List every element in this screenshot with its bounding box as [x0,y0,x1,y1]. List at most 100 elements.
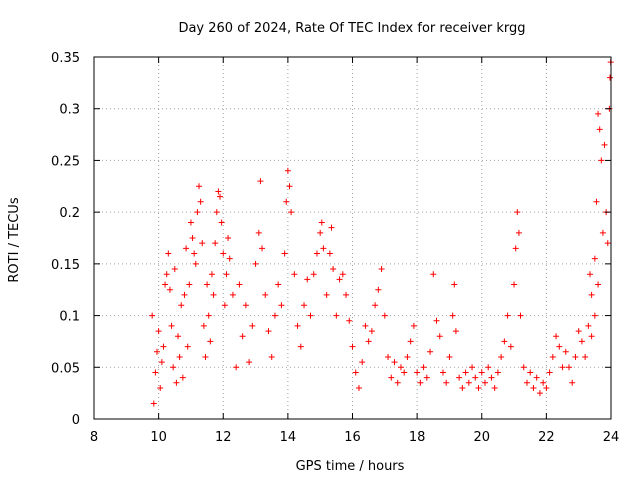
data-point [368,328,375,335]
data-point [189,235,196,241]
data-point [491,384,498,391]
data-point [333,312,340,319]
data-point [459,384,466,391]
y-tick-label: 0.15 [51,258,80,273]
data-point [181,291,188,298]
data-point [239,333,246,340]
data-point [246,359,253,366]
data-point [152,369,159,376]
data-point [410,322,417,329]
data-point [194,209,201,216]
data-point [433,317,440,324]
data-point [439,369,446,376]
data-point [171,266,178,273]
data-point [514,209,521,216]
data-point [165,250,172,257]
data-point [427,348,434,355]
data-point [349,343,356,350]
data-point [179,374,186,381]
data-point [472,374,479,381]
data-point [501,338,508,345]
data-point [588,291,595,298]
data-point [397,364,404,371]
data-point [176,353,183,360]
data-point [575,328,582,335]
grid-lines [94,57,611,419]
data-point [343,291,350,298]
data-point [336,276,343,283]
data-point [375,286,382,293]
data-point [546,369,553,376]
data-point [323,291,330,298]
data-point [271,312,278,319]
data-point [304,276,311,283]
data-point [585,322,592,329]
data-point [207,338,214,345]
y-tick-label: 0.25 [51,154,80,169]
y-tick-labels: 0 0.05 0.1 0.15 0.2 0.25 0.3 0.35 [51,51,80,428]
data-point [475,384,482,391]
data-point [297,343,304,350]
data-point [420,364,427,371]
data-point [200,322,207,329]
y-tick-label: 0.2 [59,206,80,221]
data-point [556,343,563,350]
y-tick-label: 0.35 [51,51,80,66]
data-point [595,110,602,117]
data-point [310,271,317,278]
data-point [591,255,598,262]
data-point [394,379,401,386]
y-tick-label: 0 [72,413,80,428]
y-tick-label: 0.1 [59,310,80,325]
axis-ticks [93,56,612,420]
data-point [355,384,362,391]
data-point [221,302,228,309]
data-point [520,364,527,371]
data-point [229,291,236,298]
data-point [199,240,206,247]
data-point [149,312,156,319]
data-point [601,141,608,148]
data-point [317,229,324,236]
data-point [504,312,511,319]
data-point [462,369,469,376]
data-points [149,59,614,407]
data-point [175,333,182,340]
data-point [362,322,369,329]
data-point [511,281,518,288]
data-point [330,266,337,273]
data-point [226,255,233,262]
data-point [294,322,301,329]
data-point [604,240,611,247]
data-point [478,369,485,376]
data-point [157,384,164,391]
data-point [436,333,443,340]
data-point [540,379,547,386]
data-point [485,364,492,371]
data-point [168,322,175,329]
data-point [588,333,595,340]
data-point [469,364,476,371]
data-point [283,198,290,205]
data-point [255,229,262,236]
data-point [233,364,240,371]
data-point [208,271,215,278]
data-point [301,302,308,309]
x-tick-label: 10 [150,430,167,445]
data-point [281,250,288,257]
data-point [498,353,505,360]
chart-title: Day 260 of 2024, Rate Of TEC Index for r… [178,21,525,36]
x-tick-label: 8 [90,430,98,445]
data-point [449,312,456,319]
data-point [543,384,550,391]
y-tick-label: 0.05 [51,361,80,376]
data-point [192,260,199,267]
data-point [262,291,269,298]
data-point [204,281,211,288]
data-point [562,348,569,355]
x-tick-label: 16 [344,430,361,445]
data-point [328,224,335,231]
data-point [242,302,249,309]
data-point [223,271,230,278]
